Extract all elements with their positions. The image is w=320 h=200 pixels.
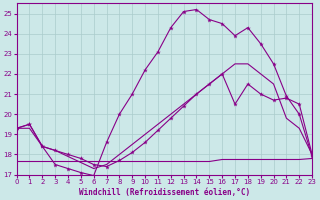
X-axis label: Windchill (Refroidissement éolien,°C): Windchill (Refroidissement éolien,°C) (79, 188, 250, 197)
